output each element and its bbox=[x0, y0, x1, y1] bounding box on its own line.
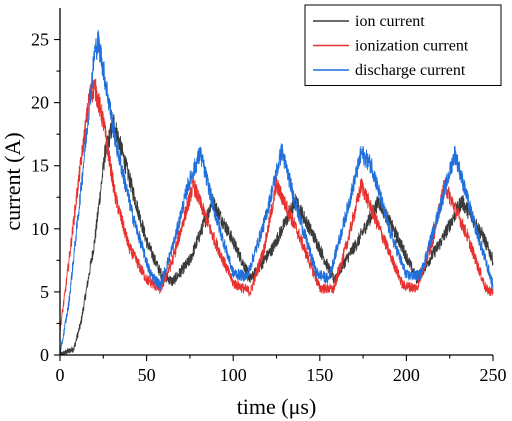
series-line-ionization-current bbox=[59, 78, 494, 332]
x-tick-label: 50 bbox=[138, 365, 156, 385]
y-tick-label: 20 bbox=[31, 93, 49, 113]
legend: ion current ionization current discharge c… bbox=[304, 4, 502, 86]
x-tick-label: 0 bbox=[56, 365, 65, 385]
x-tick-label: 200 bbox=[393, 365, 420, 385]
y-tick-label: 15 bbox=[31, 156, 49, 176]
legend-label: ion current bbox=[355, 13, 425, 30]
x-tick-label: 250 bbox=[480, 365, 507, 385]
y-tick-label: 0 bbox=[40, 345, 49, 365]
series-layer bbox=[59, 29, 494, 356]
y-tick-label: 10 bbox=[31, 219, 49, 239]
y-axis-title: current (A) bbox=[0, 132, 25, 230]
series-line-discharge-current bbox=[59, 29, 494, 356]
x-axis-title: time (μs) bbox=[237, 394, 317, 419]
x-tick-label: 150 bbox=[306, 365, 333, 385]
legend-label: ionization current bbox=[355, 38, 469, 55]
y-tick-label: 25 bbox=[31, 30, 49, 50]
y-tick-label: 5 bbox=[40, 282, 49, 302]
legend-label: discharge current bbox=[355, 62, 466, 79]
x-tick-label: 100 bbox=[220, 365, 247, 385]
axes-layer: 0 50 100 150 200 250 0 5 10 15 20 25 time (μs) curren… bbox=[0, 8, 507, 419]
